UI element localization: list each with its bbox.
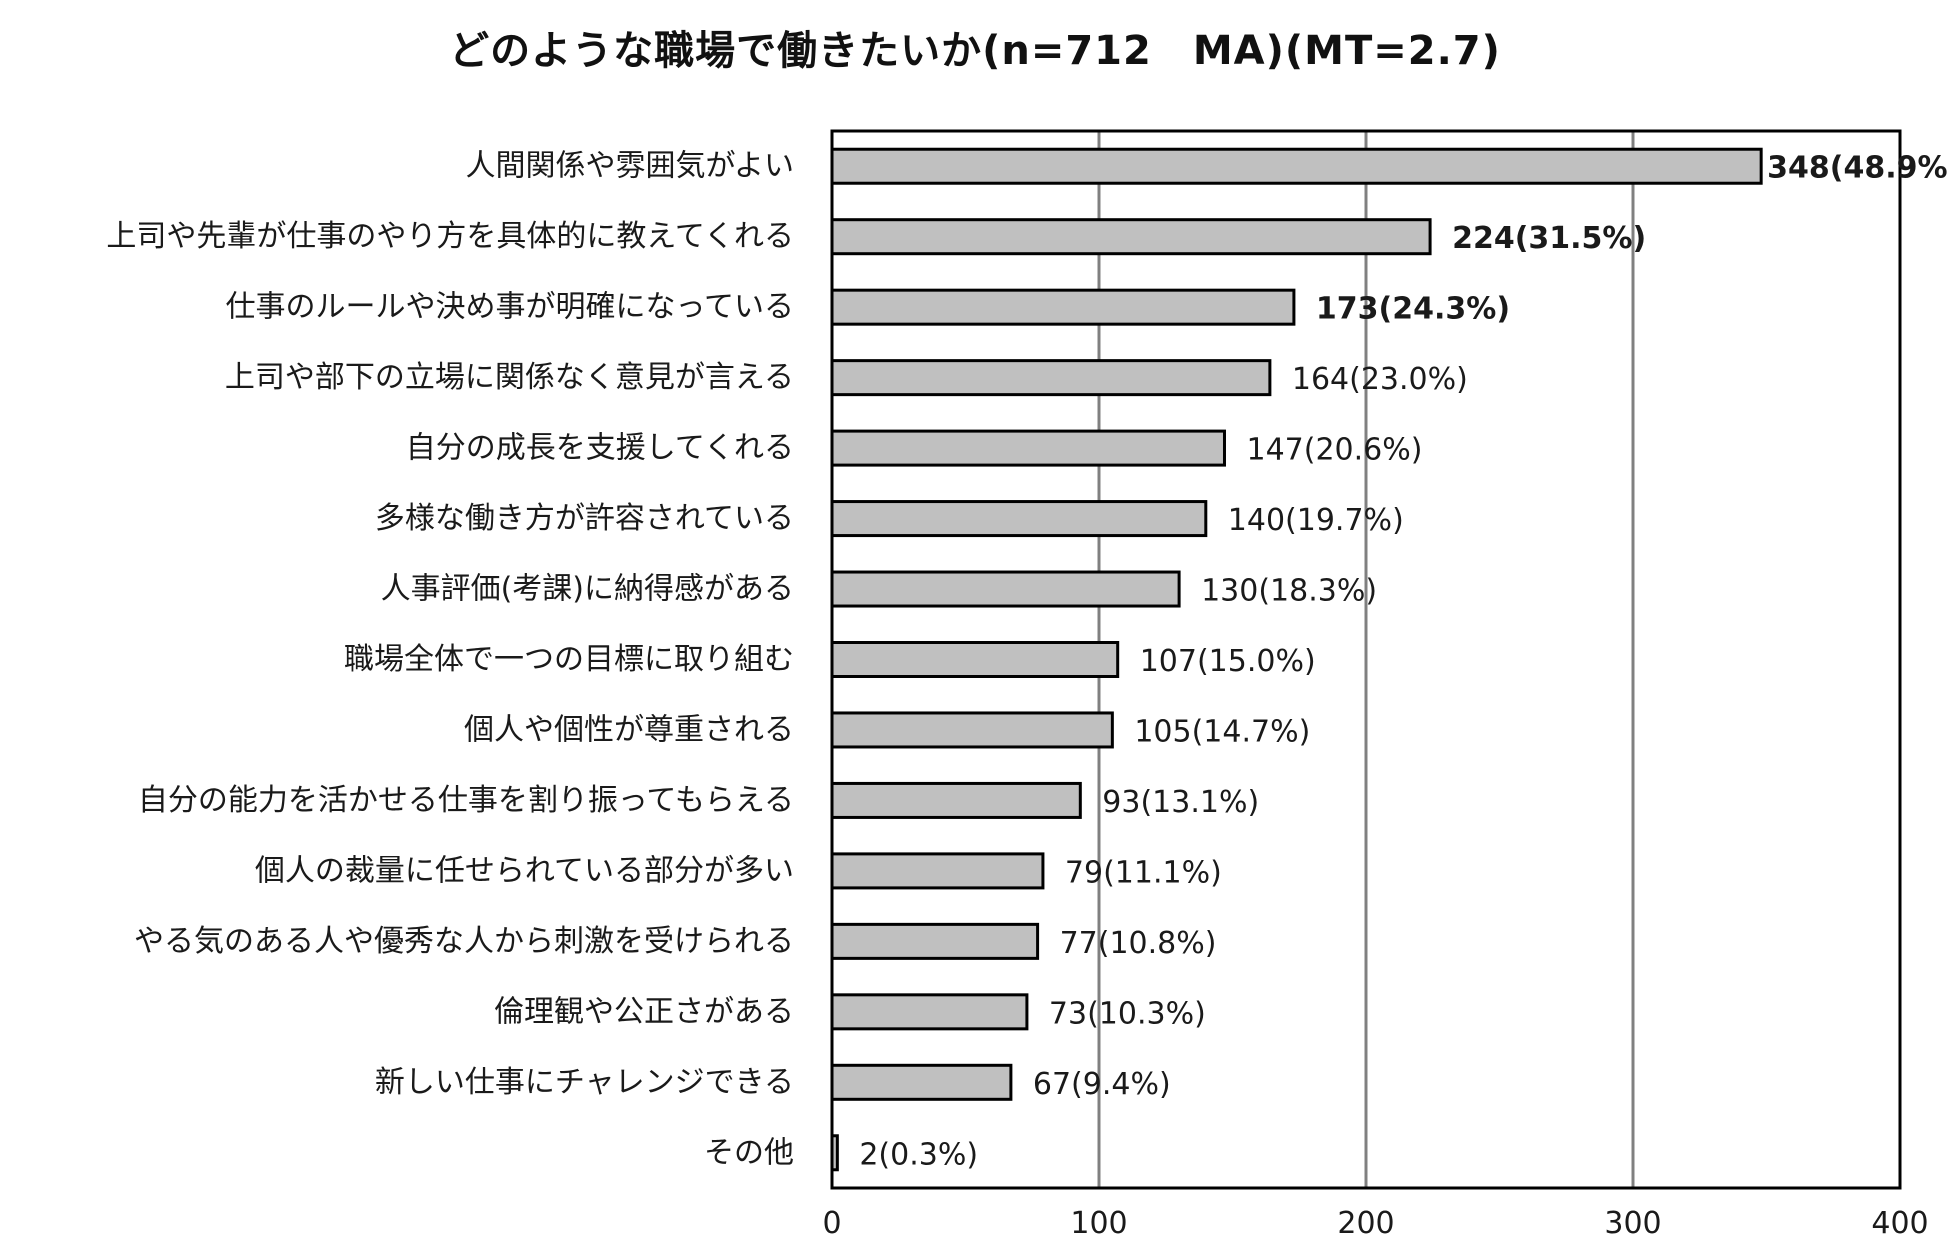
category-label: 自分の成長を支援してくれる (406, 431, 794, 466)
data-label: 348(48.9%) (1767, 151, 1950, 186)
category-label: やる気のある人や優秀な人から刺激を受けられる (134, 924, 794, 959)
category-label: 多様な働き方が許容されている (375, 501, 794, 536)
data-label: 77(10.8%) (1060, 926, 1217, 961)
data-label: 73(10.3%) (1049, 996, 1206, 1031)
category-labels: 人間関係や雰囲気がよい上司や先輩が仕事のやり方を具体的に教えてくれる仕事のルール… (106, 149, 794, 1171)
category-label: 人事評価(考課)に納得感がある (381, 572, 794, 607)
category-label: 上司や先輩が仕事のやり方を具体的に教えてくれる (106, 219, 794, 254)
bar (830, 922, 1040, 960)
x-tick-label: 300 (1604, 1206, 1661, 1241)
data-label: 67(9.4%) (1033, 1067, 1171, 1102)
x-tick-label: 100 (1070, 1206, 1127, 1241)
bar (830, 288, 1296, 326)
data-label: 173(24.3%) (1316, 292, 1510, 327)
category-label: 新しい仕事にチャレンジできる (375, 1065, 794, 1100)
bar (830, 218, 1432, 256)
x-tick-label: 0 (822, 1206, 841, 1241)
data-label: 147(20.6%) (1246, 433, 1422, 468)
x-axis-ticks: 0 100 200 300 400 (822, 1206, 1928, 1241)
data-label: 164(23.0%) (1292, 362, 1468, 397)
data-labels: 348(48.9%) 224(31.5%) 173(24.3%) 164(23.0%)… (859, 151, 1950, 1173)
data-label: 130(18.3%) (1201, 574, 1377, 609)
plot-frame (830, 129, 1902, 1190)
data-label: 79(11.1%) (1065, 855, 1222, 890)
x-tick-label: 200 (1337, 1206, 1394, 1241)
data-label: 2(0.3%) (859, 1137, 978, 1172)
category-label: 自分の能力を活かせる仕事を割り振ってもらえる (138, 783, 794, 818)
x-tick-label: 400 (1871, 1206, 1928, 1241)
category-label: 人間関係や雰囲気がよい (466, 149, 795, 184)
bar (830, 781, 1082, 819)
category-label: 仕事のルールや決め事が明確になっている (226, 290, 795, 325)
category-label: 個人や個性が尊重される (464, 712, 794, 747)
bar (830, 500, 1208, 538)
bar (830, 852, 1045, 890)
bar (830, 359, 1272, 397)
bar (830, 1063, 1013, 1101)
data-label: 224(31.5%) (1452, 221, 1646, 256)
category-label: 上司や部下の立場に関係なく意見が言える (225, 360, 794, 395)
category-label: その他 (704, 1135, 794, 1170)
bars (830, 147, 1763, 1172)
bar (830, 993, 1029, 1031)
data-label: 93(13.1%) (1102, 785, 1259, 820)
category-label: 倫理観や公正さがある (494, 994, 794, 1029)
data-label: 107(15.0%) (1140, 644, 1316, 679)
bar (830, 711, 1114, 749)
data-label: 105(14.7%) (1134, 714, 1310, 749)
chart-title: どのような職場で働きたいか(n=712 MA)(MT=2.7) (449, 28, 1501, 74)
category-label: 職場全体で一つの目標に取り組む (344, 642, 794, 677)
data-label: 140(19.7%) (1228, 503, 1404, 538)
bar (830, 429, 1226, 467)
bar (830, 147, 1763, 185)
bar (830, 570, 1181, 608)
bar (830, 641, 1120, 678)
category-label: 個人の裁量に任せられている部分が多い (255, 853, 794, 888)
